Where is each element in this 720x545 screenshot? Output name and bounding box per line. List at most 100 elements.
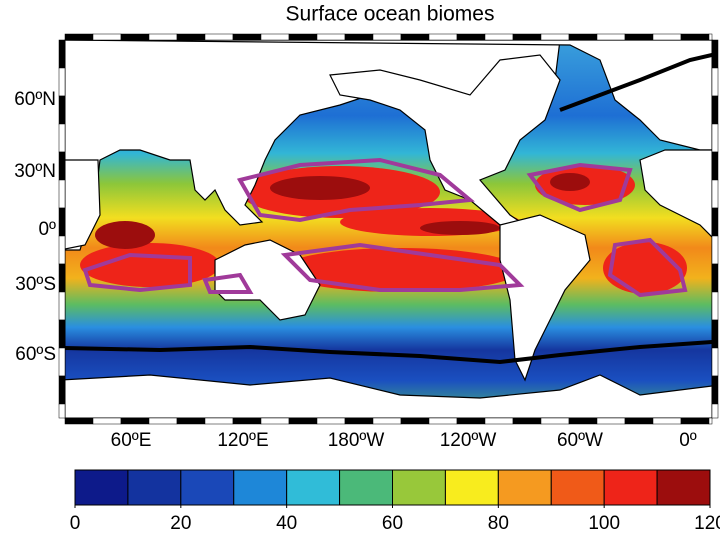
border-segment <box>568 33 598 41</box>
colorbar-bin <box>286 469 341 506</box>
border-segment <box>400 417 430 425</box>
border-segment <box>58 123 66 153</box>
border-segment <box>176 417 206 425</box>
border-segment <box>711 123 719 153</box>
border-segment <box>711 263 719 293</box>
colorbar-tick-label: 100 <box>588 513 620 534</box>
colorbar-bin <box>603 469 658 506</box>
colorbar-bin <box>656 469 711 506</box>
border-segment <box>428 417 458 425</box>
longitude-label: 60ºE <box>111 430 152 451</box>
colorbar-bin <box>233 469 288 506</box>
border-segment <box>58 375 66 405</box>
colorbar-bin <box>339 469 394 506</box>
border-segment <box>58 151 66 181</box>
border-segment <box>288 417 318 425</box>
subpolar-front <box>559 53 712 112</box>
border-segment <box>540 33 570 41</box>
border-segment <box>596 417 626 425</box>
latitude-labels: 60ºN 30ºN 0º 30ºS 60ºS <box>14 89 56 365</box>
border-segment <box>260 33 290 41</box>
map-title: Surface ocean biomes <box>286 3 495 26</box>
latitude-label: 0º <box>38 219 56 240</box>
border-segment <box>624 33 654 41</box>
border-segment <box>456 417 486 425</box>
border-segment <box>711 151 719 181</box>
border-segment <box>58 403 66 419</box>
border-segment <box>456 33 486 41</box>
border-segment <box>58 207 66 237</box>
border-segment <box>316 33 346 41</box>
border-segment <box>708 33 713 41</box>
border-segment <box>711 95 719 125</box>
border-segment <box>711 403 719 419</box>
border-segment <box>58 67 66 97</box>
border-segment <box>58 347 66 377</box>
border-segment <box>316 417 346 425</box>
latitude-label: 60ºN <box>14 89 56 110</box>
border-segment <box>711 347 719 377</box>
border-segment <box>484 417 514 425</box>
border-segment <box>372 33 402 41</box>
border-segment <box>58 235 66 265</box>
border-segment <box>58 291 66 321</box>
border-segment <box>232 417 262 425</box>
border-segment <box>512 33 542 41</box>
longitude-label: 120ºW <box>440 430 497 451</box>
border-segment <box>540 417 570 425</box>
polar-front <box>65 340 712 365</box>
colorbar-bin <box>550 469 605 506</box>
border-segment <box>148 417 178 425</box>
border-segment <box>711 375 719 405</box>
border-segment <box>711 291 719 321</box>
border-segment <box>711 235 719 265</box>
biome-boundaries <box>82 157 688 298</box>
border-segment <box>260 417 290 425</box>
longitude-labels: 60ºE 120ºE 180ºW 120ºW 60ºW 0º <box>111 430 697 451</box>
longitude-label: 0º <box>679 430 697 451</box>
border-segment <box>400 33 430 41</box>
border-segment <box>288 33 318 41</box>
colorbar-tick-label: 80 <box>488 513 509 534</box>
latitude-label: 30ºN <box>14 161 56 182</box>
border-segment <box>58 263 66 293</box>
border-segment <box>232 33 262 41</box>
map-body <box>65 40 712 418</box>
border-segment <box>64 417 94 425</box>
colorbar-tick-label: 60 <box>382 513 403 534</box>
border-segment <box>484 33 514 41</box>
colorbar-bin <box>74 469 129 506</box>
border-segment <box>120 417 150 425</box>
border-segment <box>680 417 710 425</box>
latitude-label: 60ºS <box>15 344 56 365</box>
productivity-patches <box>80 165 687 294</box>
border-segment <box>92 33 122 41</box>
colorbar-bin <box>127 469 182 506</box>
colorbar-tick-label: 0 <box>70 513 81 534</box>
border-segment <box>596 33 626 41</box>
colorbar-tick-label: 20 <box>170 513 191 534</box>
border-segment <box>58 319 66 349</box>
border-segment <box>711 319 719 349</box>
border-segment <box>58 39 66 69</box>
border-segment <box>711 179 719 209</box>
land <box>65 40 712 418</box>
border-segment <box>428 33 458 41</box>
colorbar-tick-label: 120 <box>694 513 720 534</box>
border-segment <box>64 33 94 41</box>
longitude-label: 120ºE <box>217 430 268 451</box>
border-segment <box>120 33 150 41</box>
colorbar: 0 20 40 60 80 100 120 <box>70 469 720 534</box>
colorbar-bin <box>497 469 552 506</box>
border-segment <box>711 67 719 97</box>
colorbar-tick-label: 40 <box>276 513 297 534</box>
colorbar-bin <box>180 469 235 506</box>
border-segment <box>92 417 122 425</box>
colorbar-bin <box>444 469 499 506</box>
border-segment <box>624 417 654 425</box>
border-segment <box>148 33 178 41</box>
border-segment <box>652 33 682 41</box>
border-segment <box>568 417 598 425</box>
longitude-label: 60ºW <box>557 430 603 451</box>
